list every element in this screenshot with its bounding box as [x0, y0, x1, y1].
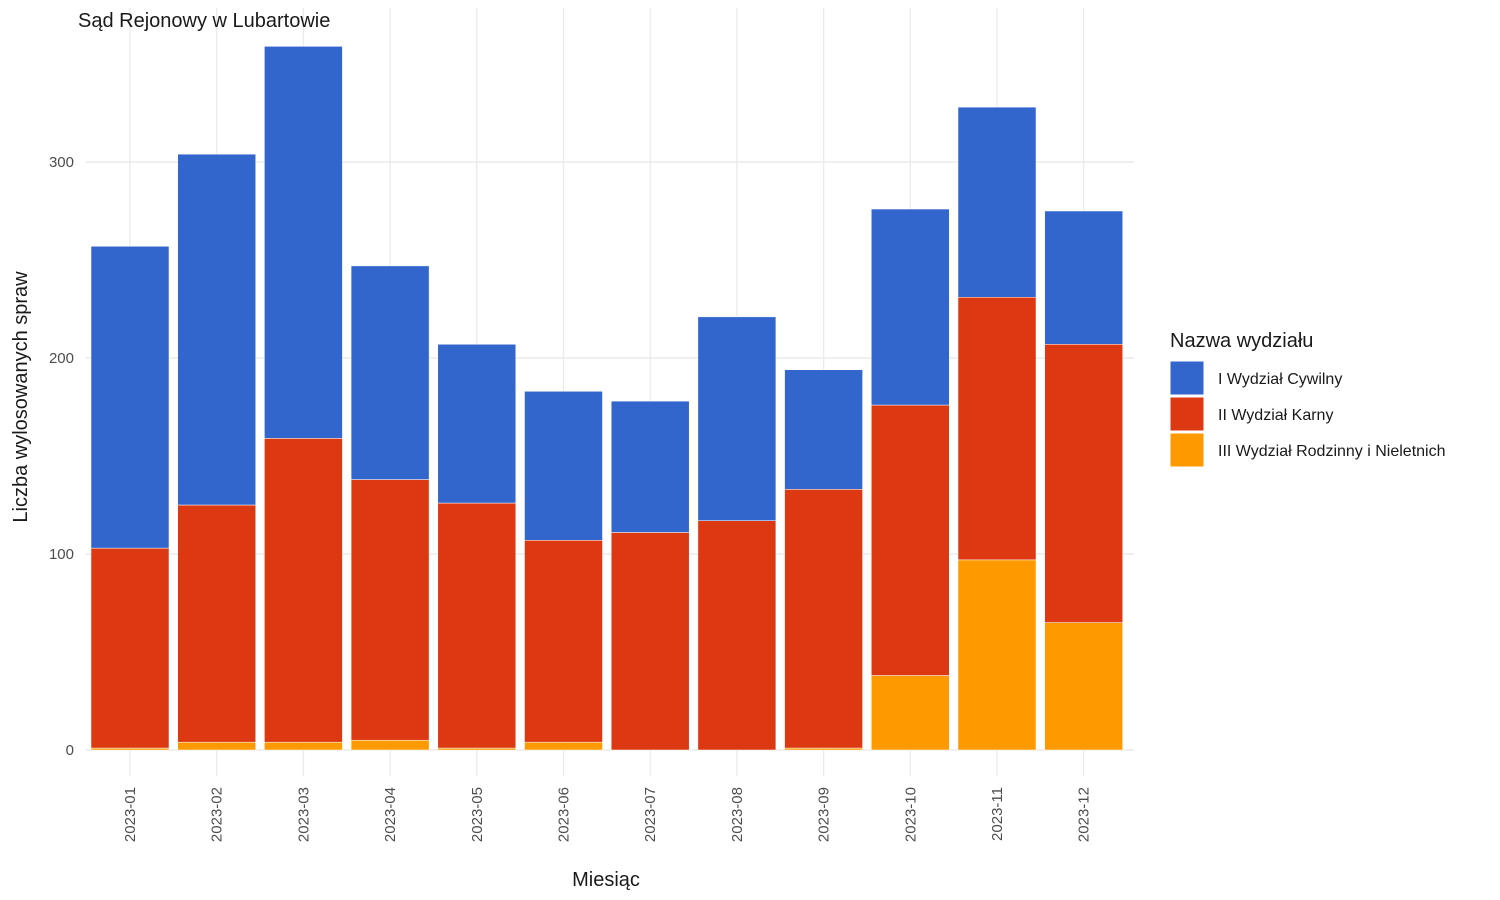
bar-segment	[610, 532, 690, 751]
bar-segment	[90, 547, 170, 749]
x-tick-label: 2023-01	[122, 787, 139, 842]
bar-segment	[784, 747, 863, 751]
x-tick-label: 2023-10	[902, 787, 919, 842]
y-axis-ticks: 0 100 200 300	[49, 154, 74, 759]
y-axis-title: Liczba wylosowanych spraw	[10, 271, 32, 523]
bar-segment	[697, 316, 777, 521]
x-axis-ticks: 2023-01 2023-02 2023-03 2023-04 2023-05 2023-…	[122, 787, 1093, 842]
y-tick-label: 100	[49, 546, 74, 563]
bar-segment	[524, 540, 603, 743]
bar-segment	[350, 479, 430, 741]
bar-segment	[784, 489, 863, 749]
legend-key	[1169, 432, 1205, 468]
bar-segment	[610, 400, 690, 533]
bar-segment	[90, 747, 170, 751]
legend-label: III Wydział Rodzinny i Nieletnich	[1218, 443, 1446, 460]
legend-title: Nazwa wydziału	[1170, 330, 1313, 352]
bar-segment	[264, 741, 343, 751]
bar-segment	[784, 369, 863, 490]
x-tick-label: 2023-11	[989, 787, 1006, 841]
bar-segment	[177, 153, 256, 506]
bar-segment	[697, 520, 777, 751]
bar-segment	[871, 675, 950, 751]
bar-segment	[350, 739, 430, 751]
bar-segment	[437, 502, 517, 749]
bar-segment	[524, 741, 603, 751]
x-tick-label: 2023-06	[556, 787, 573, 842]
x-tick-label: 2023-04	[382, 787, 399, 842]
legend-key	[1169, 396, 1205, 432]
y-tick-label: 300	[49, 154, 74, 171]
x-tick-label: 2023-02	[209, 787, 226, 842]
y-tick-label: 0	[66, 742, 74, 759]
x-tick-label: 2023-08	[729, 787, 746, 842]
bar-segment	[1044, 344, 1123, 623]
x-tick-label: 2023-09	[816, 787, 833, 842]
bar-segment	[437, 747, 517, 751]
bar-segment	[90, 246, 170, 549]
legend-label: II Wydział Karny	[1218, 407, 1333, 424]
y-tick-label: 200	[49, 350, 74, 367]
bar-segment	[264, 46, 343, 439]
legend-label: I Wydział Cywilny	[1218, 371, 1342, 388]
legend-key	[1169, 360, 1205, 396]
bar-segment	[177, 504, 256, 743]
bar-segment	[957, 559, 1037, 751]
bar-segment	[871, 208, 950, 406]
chart-title: Sąd Rejonowy w Lubartowie	[78, 10, 330, 32]
x-tick-label: 2023-05	[469, 787, 486, 842]
bar-segment	[957, 106, 1037, 298]
bar-segment	[350, 265, 430, 480]
x-tick-label: 2023-12	[1076, 787, 1093, 842]
bar-segment	[437, 344, 517, 504]
bar-segment	[1044, 210, 1123, 345]
legend: Nazwa wydziału I Wydział Cywilny II Wydzi…	[1169, 330, 1446, 468]
bars	[90, 46, 1123, 751]
x-tick-label: 2023-03	[295, 787, 312, 842]
bar-segment	[524, 391, 603, 541]
bar-segment	[1044, 622, 1123, 751]
x-tick-label: 2023-07	[642, 787, 659, 842]
bar-segment	[177, 741, 256, 751]
x-axis-title: Miesiąc	[572, 869, 640, 891]
bar-segment	[264, 438, 343, 743]
bar-segment	[957, 296, 1037, 561]
bar-segment	[871, 404, 950, 676]
